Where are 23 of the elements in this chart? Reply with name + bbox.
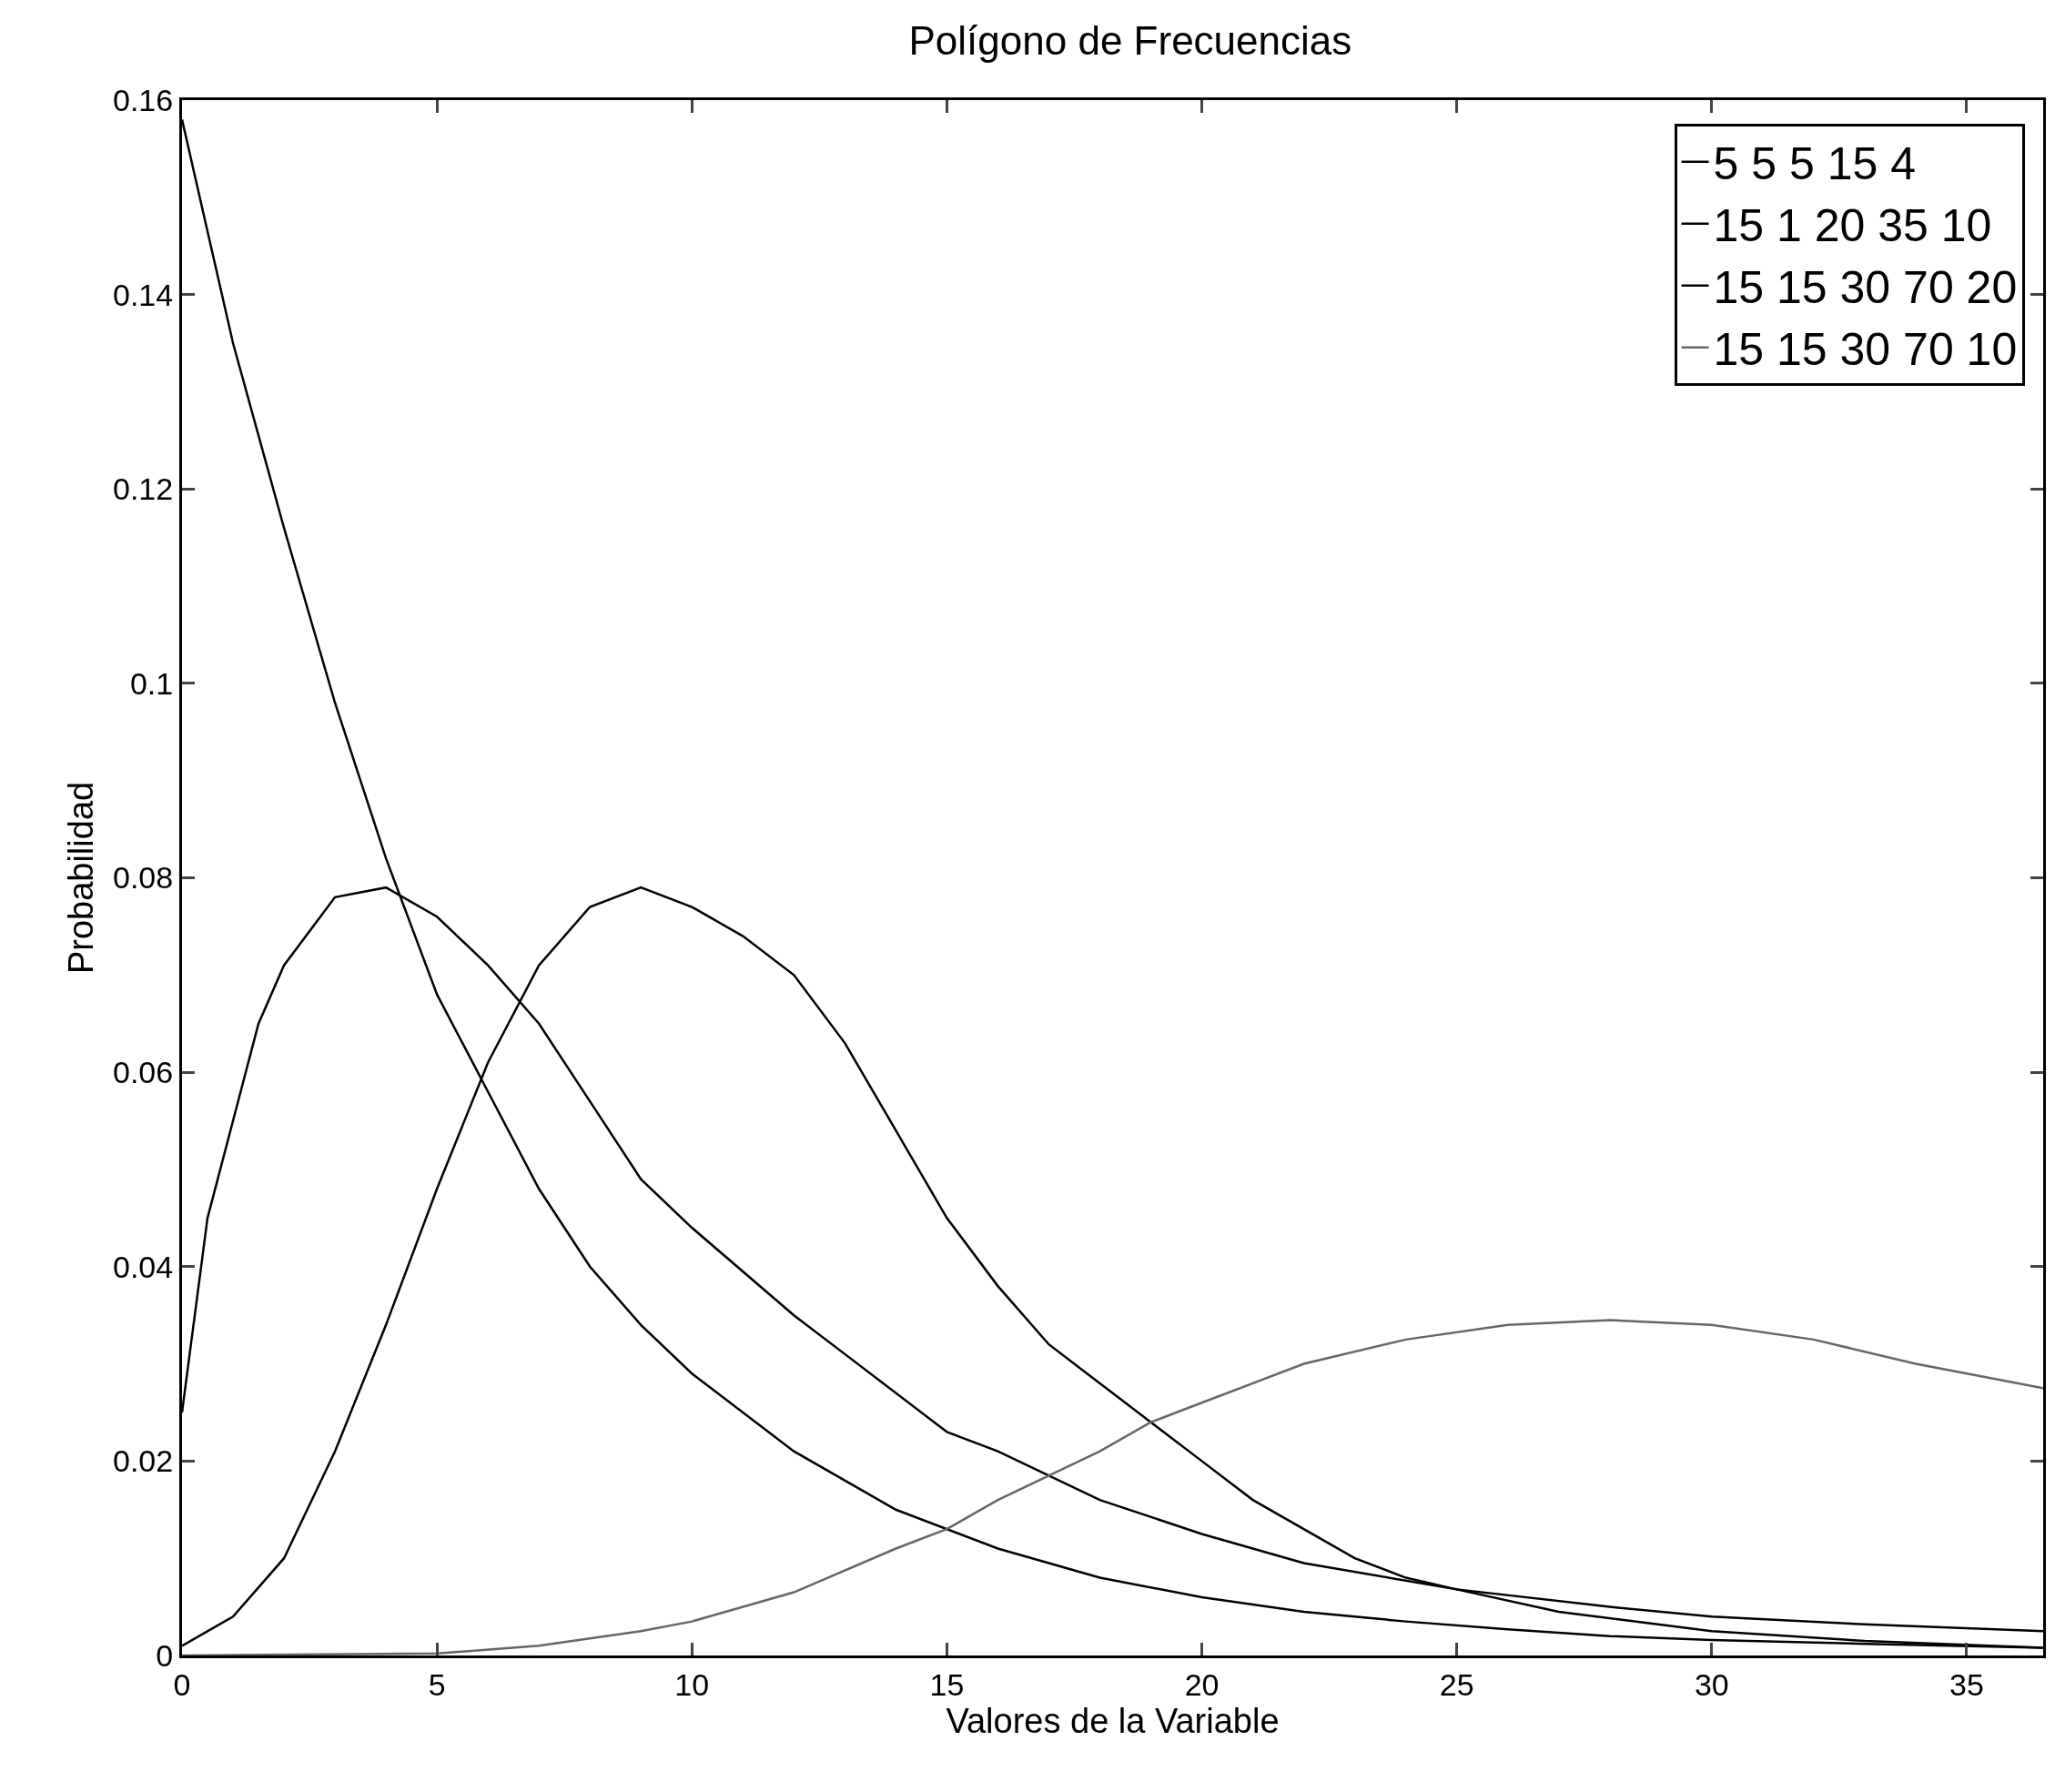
y-tick-label: 0.16: [113, 82, 174, 117]
x-tick-label: 25: [1439, 1666, 1474, 1702]
y-tick-label: 0.02: [113, 1443, 174, 1479]
x-axis-title: Valores de la Variable: [946, 1701, 1280, 1740]
x-tick-label: 15: [929, 1666, 965, 1702]
y-tick-label: 0.04: [113, 1249, 174, 1284]
y-tick-label: 0.06: [113, 1055, 174, 1090]
legend-label: 5 5 5 15 4: [1713, 138, 1916, 190]
y-tick-label: 0: [156, 1637, 174, 1673]
y-tick-label: 0.08: [113, 860, 174, 896]
x-tick-label: 5: [428, 1666, 446, 1702]
x-tick-label: 30: [1694, 1666, 1729, 1702]
x-tick-label: 10: [674, 1666, 710, 1702]
chart-title: Polígono de Frecuencias: [908, 18, 1352, 64]
y-tick-label: 0.14: [113, 277, 174, 312]
x-tick-label: 35: [1949, 1666, 1984, 1702]
legend-label: 15 1 20 35 10: [1713, 200, 1992, 252]
legend-label: 15 15 30 70 10: [1713, 324, 2018, 376]
x-tick-label: 20: [1184, 1666, 1220, 1702]
y-axis-title: Probabilidad: [62, 781, 101, 975]
y-tick-label: 0.12: [113, 471, 174, 507]
legend-label: 15 15 30 70 20: [1713, 262, 2018, 314]
y-tick-label: 0.1: [129, 665, 174, 701]
